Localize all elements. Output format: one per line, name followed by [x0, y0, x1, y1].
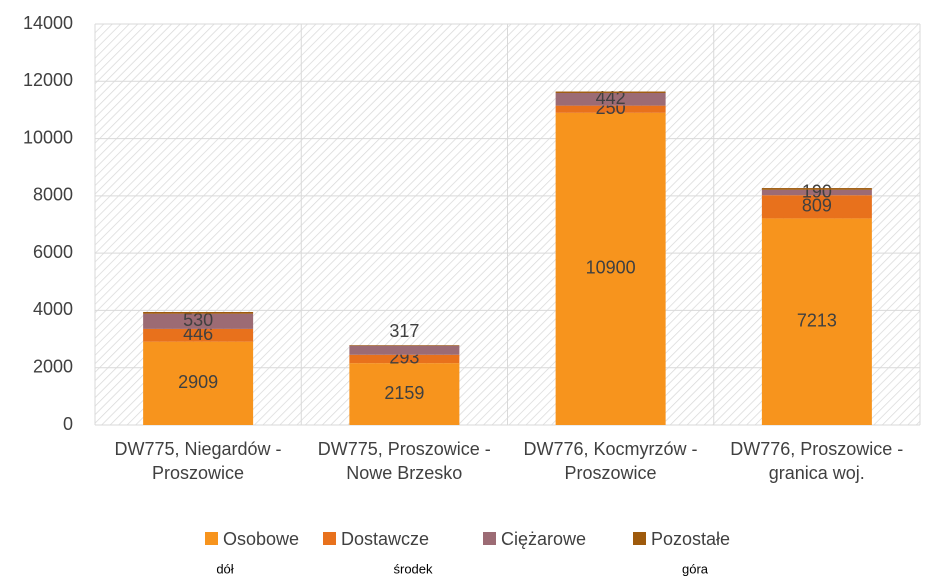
data-label: 2909	[178, 372, 218, 392]
legend-swatch	[633, 532, 646, 545]
y-tick-label: 14000	[23, 13, 73, 33]
bar-segment	[555, 92, 666, 106]
data-label: 7213	[797, 310, 837, 330]
data-label: 2159	[384, 383, 424, 403]
data-label: 442	[596, 88, 626, 108]
x-tick-label: DW775, Niegardów - Proszowice	[114, 439, 282, 483]
data-label: 190	[802, 181, 832, 201]
bar-segment	[555, 91, 666, 93]
y-tick-label: 2000	[33, 356, 73, 376]
bar-segment	[349, 363, 460, 425]
bar-segment	[143, 313, 254, 329]
legend-label: Pozostałe	[651, 529, 730, 549]
bar-segment	[555, 105, 666, 113]
legend-swatch	[323, 532, 336, 545]
y-tick-label: 12000	[23, 70, 73, 90]
bar-segment	[349, 345, 460, 346]
bar-segment	[349, 354, 460, 364]
y-tick-label: 4000	[33, 299, 73, 319]
y-tick-label: 10000	[23, 127, 73, 147]
x-tick-label: DW776, Kocmyrzów - Proszowice	[523, 439, 698, 483]
data-label: 317	[389, 321, 419, 341]
bar-segment	[761, 188, 872, 190]
data-label: 446	[183, 324, 213, 344]
bar-segment	[555, 112, 666, 426]
data-label: 10900	[586, 258, 636, 278]
y-tick-label: 6000	[33, 242, 73, 262]
annotation: góra	[682, 561, 709, 576]
x-tick-label: DW775, Proszowice - Nowe Brzesko	[317, 439, 491, 483]
data-label: 809	[802, 196, 832, 216]
bar-segment	[143, 341, 254, 425]
legend-label: Osobowe	[223, 529, 299, 549]
y-tick-label: 8000	[33, 185, 73, 205]
bar-segment	[761, 195, 872, 219]
data-label: 530	[183, 310, 213, 330]
bar-segment	[349, 345, 460, 355]
annotation: dół	[216, 561, 233, 576]
legend-label: Dostawcze	[341, 529, 429, 549]
legend-swatch	[205, 532, 218, 545]
legend-swatch	[483, 532, 496, 545]
bar-segment	[761, 189, 872, 196]
bar-segment	[143, 328, 254, 342]
legend-label: Ciężarowe	[501, 529, 586, 549]
x-tick-label: DW776, Proszowice - granica woj.	[730, 439, 904, 483]
bar-segment	[761, 218, 872, 425]
bar-segment	[143, 312, 254, 314]
annotation: środek	[393, 561, 433, 576]
y-tick-label: 0	[63, 414, 73, 434]
